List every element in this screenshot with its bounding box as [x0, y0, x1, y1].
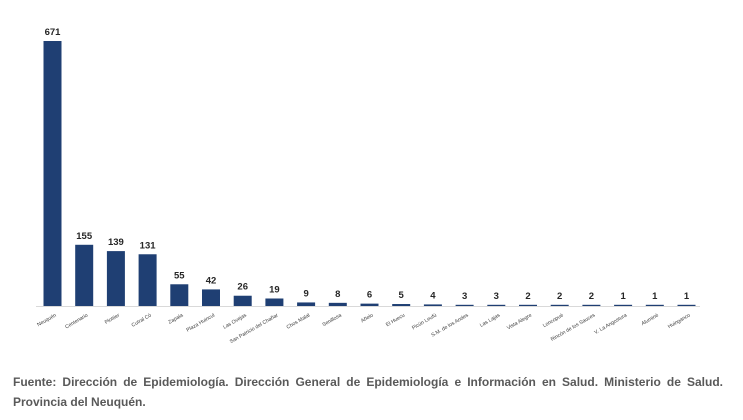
value-label-10: 8 [335, 289, 340, 300]
value-label-11: 6 [367, 290, 372, 301]
bar-13 [423, 304, 442, 306]
category-label-13: Picún Leufú [411, 312, 438, 331]
value-label-7: 26 [237, 282, 248, 293]
value-label-19: 1 [620, 291, 626, 302]
value-label-21: 1 [684, 291, 690, 302]
value-label-8: 19 [269, 284, 280, 295]
value-label-18: 2 [589, 291, 594, 302]
bar-7 [233, 295, 252, 306]
category-label-7: Las Ovejas [222, 312, 248, 330]
category-label-19: V. La Angostura [594, 312, 629, 335]
value-label-9: 9 [303, 288, 308, 299]
bar-chart: 671 155 139 131 55 42 26 19 9 8 6 5 4 3 3 2 2 2 1 1 1 Neuqué… [36, 27, 700, 345]
bar-15 [487, 304, 506, 306]
value-label-14: 3 [462, 291, 467, 302]
bar-10 [328, 302, 347, 306]
bar-3 [106, 251, 125, 306]
value-label-3: 139 [108, 237, 124, 248]
category-label-4: Cutral Có [131, 312, 153, 328]
category-label-15: Las Lajas [479, 312, 502, 329]
value-label-5: 55 [174, 270, 185, 281]
bar-8 [265, 298, 284, 306]
bar-11 [360, 303, 379, 306]
value-label-16: 2 [525, 291, 530, 302]
value-label-6: 42 [206, 275, 217, 286]
bar-14 [455, 304, 474, 306]
category-label-9: Chos Malal [286, 313, 311, 331]
category-label-20: Aluminé [641, 312, 660, 327]
bar-21 [677, 304, 696, 306]
category-label-10: Senillosa [322, 312, 343, 328]
bar-4 [138, 254, 157, 306]
value-label-13: 4 [430, 290, 436, 301]
category-label-21: Huinganco [667, 312, 692, 330]
category-label-17: Loncopué [542, 312, 565, 329]
category-label-11: Añelo [360, 312, 375, 324]
category-label-3: Plottier [104, 312, 121, 325]
bar-5 [170, 284, 189, 306]
value-label-2: 155 [76, 231, 93, 242]
bar-1 [43, 41, 62, 306]
category-label-2: Centenario [64, 312, 89, 330]
value-label-20: 1 [652, 291, 658, 302]
value-label-17: 2 [557, 291, 562, 302]
bar-18 [582, 304, 601, 306]
category-label-1: Neuquén [36, 312, 57, 328]
bar-20 [645, 304, 664, 306]
source-note: Fuente: Dirección de Epidemiología. Dire… [13, 375, 723, 409]
value-label-1: 671 [45, 27, 62, 38]
bar-16 [519, 304, 537, 306]
value-label-12: 5 [399, 290, 405, 301]
bar-2 [75, 244, 94, 306]
bar-19 [614, 304, 633, 306]
value-label-4: 131 [140, 240, 157, 251]
category-label-5: Zapala [168, 312, 185, 325]
bar-12 [392, 304, 411, 306]
value-label-15: 3 [494, 291, 499, 302]
category-label-16: Vista Alegre [506, 312, 533, 331]
category-label-6: Plaza Huincul [186, 313, 216, 334]
bar-9 [297, 302, 316, 306]
category-label-12: El Huecu [385, 312, 406, 328]
bar-17 [550, 304, 569, 306]
bar-6 [202, 289, 220, 306]
